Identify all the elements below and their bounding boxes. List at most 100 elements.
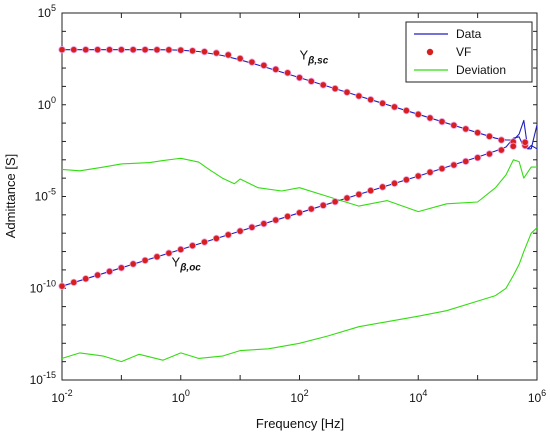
legend-label: Data: [456, 27, 482, 41]
vf-marker: [94, 271, 102, 279]
vf-marker: [212, 49, 220, 57]
y-tick-label: 10-5: [35, 187, 56, 204]
vf-marker: [200, 238, 209, 246]
y-tick-label: 100: [38, 95, 56, 112]
vf-marker: [402, 176, 410, 184]
vf-marker: [355, 190, 363, 199]
vf-marker: [94, 46, 102, 54]
vf-marker: [177, 245, 185, 254]
vf-marker: [165, 46, 173, 54]
x-tick-label: 100: [172, 388, 190, 405]
legend-marker: [426, 48, 434, 56]
vf-marker: [248, 58, 256, 66]
x-tick-label: 104: [409, 388, 427, 405]
vf-marker: [117, 264, 125, 272]
vf-marker: [224, 51, 232, 59]
vf-marker: [509, 142, 517, 150]
vf-marker: [367, 96, 375, 104]
vf-marker: [355, 92, 363, 100]
vf-marker: [474, 154, 482, 162]
vf-marker: [426, 114, 434, 122]
vf-marker: [485, 150, 494, 158]
y-tick-label: 10-10: [30, 278, 56, 295]
vf-marker: [390, 103, 399, 111]
vf-marker: [82, 46, 90, 54]
vf-marker: [462, 125, 470, 133]
vf-marker: [58, 46, 66, 54]
vf-marker: [188, 242, 197, 250]
vf-marker: [82, 275, 90, 283]
vf-marker: [438, 165, 446, 173]
y-tick-label: 10-15: [30, 370, 56, 387]
vf-marker: [177, 46, 185, 54]
vf-marker: [462, 157, 470, 165]
vf-marker: [438, 118, 446, 126]
vf-marker: [153, 253, 161, 261]
vf-marker: [295, 209, 304, 217]
vf-marker: [141, 46, 149, 54]
vf-marker: [367, 186, 375, 195]
x-tick-label: 102: [290, 388, 308, 405]
vf-marker: [379, 99, 387, 107]
vf-marker: [343, 194, 351, 202]
vf-marker: [390, 179, 399, 187]
vf-marker: [295, 74, 304, 82]
vf-marker: [319, 81, 327, 89]
vf-marker: [414, 172, 422, 180]
vf-marker: [331, 84, 339, 93]
vf-marker: [224, 231, 232, 239]
legend: Data VF Deviation: [405, 21, 533, 83]
vf-marker: [284, 69, 292, 77]
legend-label: Deviation: [456, 63, 506, 77]
vf-marker: [450, 121, 458, 129]
vf-marker: [70, 46, 78, 54]
vf-marker: [414, 110, 422, 118]
vf-marker: [200, 48, 209, 56]
vf-marker: [474, 129, 482, 137]
vf-marker: [331, 198, 339, 206]
curve-annotation: Yβ,oc: [172, 255, 202, 274]
vf-marker: [521, 138, 529, 146]
axes: 10-2 100 102 104 106 10-15 10-10 10-5 100 105: [30, 3, 547, 405]
y-tick-label: 105: [38, 3, 56, 20]
vf-marker: [141, 256, 149, 264]
vf-marker: [284, 212, 292, 221]
annotations: Yβ,sc Yβ,oc: [172, 47, 329, 273]
vf-marker: [105, 267, 114, 276]
vf-marker: [188, 47, 197, 55]
vf-marker: [58, 282, 66, 290]
vf-marker: [426, 168, 434, 176]
vf-marker: [272, 65, 280, 73]
vf-marker: [307, 205, 315, 213]
vf-marker: [272, 216, 280, 224]
vf-marker: [260, 61, 268, 69]
vf-marker: [379, 183, 387, 191]
x-tick-label: 106: [528, 388, 546, 405]
vf-marker: [117, 46, 125, 54]
vf-marker: [402, 106, 410, 115]
vf-marker: [248, 223, 256, 231]
vf-marker: [485, 132, 494, 140]
deviation-line-3: [61, 227, 538, 363]
vf-marker: [129, 46, 137, 54]
vf-marker: [497, 136, 505, 144]
x-axis-label: Frequency [Hz]: [256, 416, 344, 431]
legend-label: VF: [456, 45, 471, 59]
vf-marker: [236, 54, 244, 63]
x-tick-label: 10-2: [51, 388, 72, 405]
y-axis-label: Admittance [S]: [3, 154, 18, 239]
vf-marker: [212, 234, 220, 243]
vf-marker: [343, 88, 351, 96]
plot-series: [58, 46, 538, 363]
vf-marker: [70, 278, 78, 286]
vf-marker: [165, 249, 173, 257]
curve-annotation: Yβ,sc: [300, 47, 329, 66]
vf-marker: [153, 46, 161, 54]
vf-marker: [105, 46, 114, 54]
vf-marker: [497, 146, 505, 154]
vf-marker: [450, 161, 458, 169]
vf-marker: [260, 220, 268, 228]
vf-marker: [307, 77, 315, 85]
deviation-line-2: [61, 157, 537, 213]
vf-marker: [236, 227, 244, 235]
